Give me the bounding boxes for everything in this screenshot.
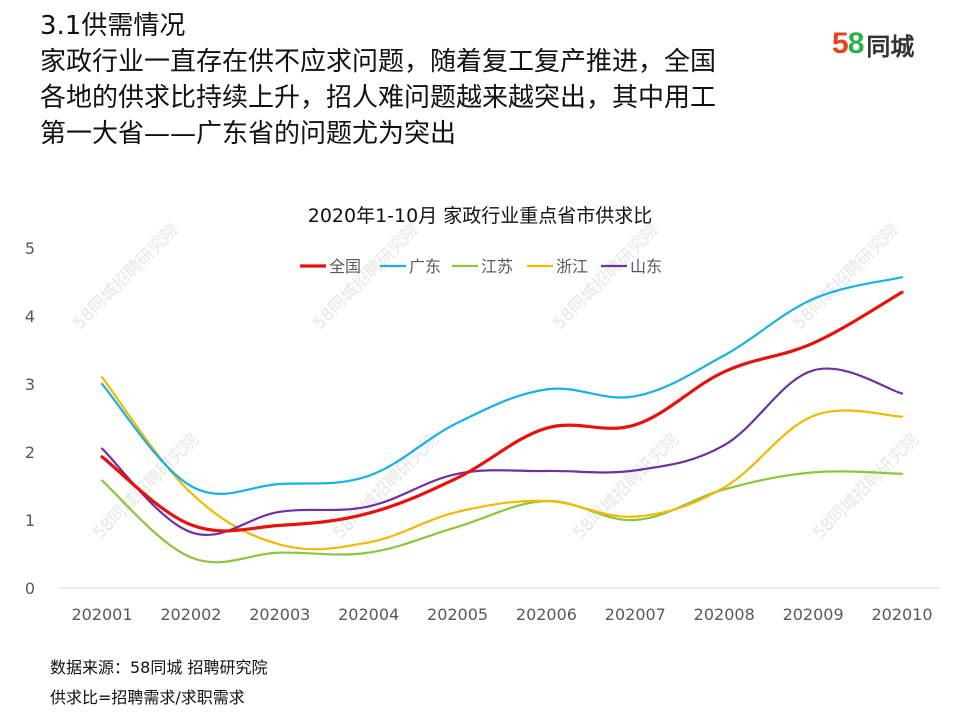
x-tick-label: 202009: [783, 605, 844, 624]
series-line-江苏: [100, 470, 904, 564]
x-tick-label: 202004: [338, 605, 399, 624]
legend-label-江苏: 江苏: [481, 257, 513, 276]
legend-label-山东: 山东: [630, 257, 662, 276]
series-line-广东: [100, 276, 904, 495]
legend-label-全国: 全国: [329, 257, 361, 276]
ratio-definition-note: 供求比=招聘需求/求职需求: [50, 688, 245, 707]
source-note: 数据来源：58同城 招聘研究院: [50, 658, 268, 677]
watermark-text: 58同城招聘研究院: [329, 430, 443, 544]
series-line-山东: [100, 367, 904, 537]
chart-title: 2020年1-10月 家政行业重点省市供求比: [308, 205, 653, 227]
watermark-text: 58同城招聘研究院: [309, 220, 423, 334]
x-tick-label: 202010: [871, 605, 932, 624]
x-tick-label: 202005: [427, 605, 488, 624]
logo-digit-5: 5: [832, 27, 849, 60]
logo-digit-8: 8: [847, 27, 865, 60]
x-tick-label: 202008: [694, 605, 755, 624]
watermark-text: 58同城招聘研究院: [69, 220, 183, 334]
section-title: 3.1供需情况: [40, 11, 186, 41]
y-tick-label: 0: [25, 579, 35, 598]
y-tick-label: 4: [25, 307, 35, 326]
logo-text: 同城: [866, 32, 915, 61]
heading-line-3: 第一大省——广东省的问题尤为突出: [40, 119, 457, 149]
legend-label-广东: 广东: [409, 257, 441, 276]
y-tick-label: 1: [25, 511, 35, 530]
x-tick-label: 202006: [516, 605, 577, 624]
legend-label-浙江: 浙江: [556, 257, 588, 276]
series-line-浙江: [100, 376, 904, 551]
heading-line-2: 各地的供求比持续上升，招人难问题越来越突出，其中用工: [40, 83, 717, 113]
watermark-text: 58同城招聘研究院: [569, 430, 683, 544]
series-line-全国: [100, 290, 904, 533]
y-tick-label: 3: [25, 375, 35, 394]
heading-line-1: 家政行业一直存在供不应求问题，随着复工复产推进，全国: [40, 47, 717, 77]
watermark-text: 58同城招聘研究院: [549, 220, 663, 334]
watermark-text: 58同城招聘研究院: [789, 220, 903, 334]
x-tick-label: 202002: [160, 605, 221, 624]
x-tick-label: 202003: [249, 605, 310, 624]
watermark-text: 58同城招聘研究院: [809, 430, 923, 544]
58tongcheng-logo: 5 8 同城: [832, 26, 914, 62]
x-tick-label: 202007: [605, 605, 666, 624]
heading-block: 3.1供需情况 家政行业一直存在供不应求问题，随着复工复产推进，全国 各地的供求…: [40, 8, 830, 152]
x-tick-label: 202001: [71, 605, 132, 624]
y-tick-label: 5: [25, 239, 35, 258]
y-tick-label: 2: [25, 443, 35, 462]
